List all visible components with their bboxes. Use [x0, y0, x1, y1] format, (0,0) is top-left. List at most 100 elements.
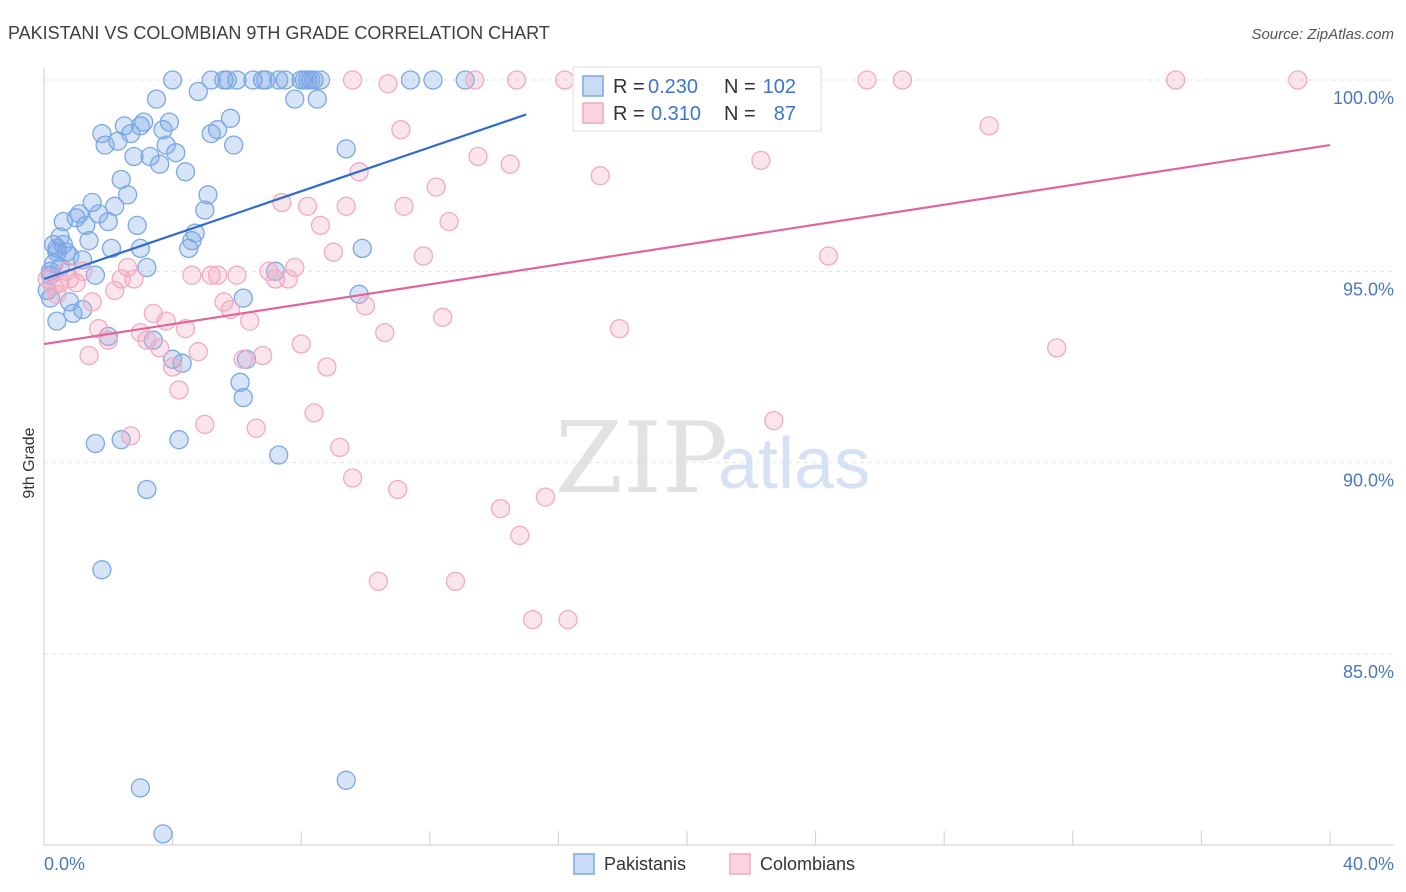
point-colombians-11 [105, 280, 125, 301]
point-pakistanis-100 [98, 211, 118, 232]
point-colombians-60 [468, 146, 488, 167]
point-pakistanis-56 [220, 108, 241, 128]
stats-box: R = 0.230 N = 102 R = 0.310 N = 87 [572, 66, 822, 132]
point-pakistanis-35 [137, 257, 157, 278]
point-colombians-77 [1166, 70, 1186, 90]
point-pakistanis-81 [336, 139, 356, 159]
stats-r-label-colombians: R = [613, 103, 645, 125]
point-colombians-57 [433, 307, 453, 327]
point-pakistanis-93 [227, 70, 247, 90]
point-colombians-39 [285, 257, 305, 278]
watermark-zip: ZIP [555, 402, 728, 516]
watermark: ZIP atlas [555, 402, 870, 516]
point-pakistanis-70 [307, 89, 327, 109]
point-colombians-71 [764, 410, 784, 431]
point-colombians-35 [259, 261, 279, 281]
point-pakistanis-88 [47, 242, 67, 262]
legend: Pakistanis Colombians [573, 853, 855, 875]
point-colombians-66 [558, 609, 578, 630]
point-colombians-28 [214, 292, 234, 312]
point-colombians-81 [465, 70, 485, 90]
point-colombians-25 [195, 414, 215, 435]
point-colombians-44 [317, 357, 337, 377]
point-colombians-63 [510, 525, 530, 546]
legend-item-colombians[interactable]: Colombians [729, 853, 855, 875]
point-colombians-20 [162, 357, 183, 377]
point-colombians-58 [439, 211, 459, 232]
point-pakistanis-40 [153, 120, 173, 140]
watermark-atlas: atlas [718, 424, 870, 504]
point-pakistanis-12 [63, 303, 83, 324]
point-colombians-53 [388, 479, 408, 500]
point-colombians-72 [818, 246, 839, 266]
point-pakistanis-71 [85, 433, 106, 454]
point-colombians-52 [375, 322, 395, 343]
point-pakistanis-54 [207, 120, 228, 140]
point-pakistanis-64 [275, 70, 295, 90]
point-pakistanis-44 [166, 143, 186, 163]
point-colombians-19 [156, 311, 176, 331]
trend-line-colombians [43, 143, 1331, 346]
point-colombians-70 [751, 150, 771, 171]
x-tick-label-left: 0.0% [44, 854, 85, 874]
point-pakistanis-30 [121, 123, 141, 144]
point-colombians-45 [323, 242, 344, 262]
point-pakistanis-75 [269, 445, 289, 465]
point-pakistanis-29 [117, 185, 138, 205]
point-pakistanis-74 [169, 430, 189, 450]
legend-swatch-pakistanis [573, 853, 595, 875]
point-colombians-64 [523, 609, 543, 630]
point-colombians-54 [394, 196, 414, 216]
y-tick-labels: 85.0% 90.0% 95.0% 100.0% [1333, 88, 1394, 682]
point-pakistanis-84 [400, 70, 421, 90]
legend-label-pakistanis: Pakistanis [604, 854, 686, 874]
point-pakistanis-39 [150, 154, 170, 174]
point-pakistanis-19 [85, 265, 106, 285]
point-colombians-23 [182, 265, 202, 285]
stats-swatch-colombians [582, 102, 604, 124]
point-pakistanis-42 [159, 112, 180, 132]
point-pakistanis-22 [95, 135, 115, 155]
point-colombians-78 [1288, 70, 1308, 90]
stats-n-value-colombians: 87 [774, 103, 796, 125]
point-pakistanis-80 [153, 824, 173, 844]
point-colombians-59 [445, 571, 466, 591]
point-colombians-27 [207, 265, 228, 285]
point-pakistanis-17 [79, 231, 99, 251]
chart-title: PAKISTANI VS COLOMBIAN 9TH GRADE CORRELA… [8, 23, 550, 43]
point-pakistanis-97 [310, 70, 331, 90]
trend-line-pakistanis [43, 113, 527, 281]
stats-r-value-colombians: 0.310 [651, 103, 701, 125]
point-pakistanis-18 [82, 192, 102, 213]
legend-label-colombians: Colombians [760, 854, 855, 874]
point-pakistanis-65 [285, 89, 305, 109]
point-colombians-74 [892, 70, 913, 90]
point-pakistanis-36 [140, 146, 160, 167]
point-colombians-43 [310, 215, 331, 236]
point-pakistanis-96 [301, 70, 321, 90]
legend-item-pakistanis[interactable]: Pakistanis [573, 853, 686, 875]
point-colombians-55 [413, 246, 434, 266]
point-colombians-50 [355, 296, 376, 316]
point-pakistanis-21 [92, 123, 112, 144]
point-colombians-48 [342, 468, 363, 488]
point-pakistanis-89 [72, 299, 93, 320]
point-colombians-65 [535, 487, 556, 507]
point-colombians-75 [979, 116, 999, 136]
point-colombians-46 [330, 437, 350, 458]
point-pakistanis-95 [269, 70, 289, 90]
stats-swatch-pakistanis [582, 75, 604, 97]
point-pakistanis-52 [198, 185, 218, 205]
stats-box-frame [572, 66, 822, 132]
point-colombians-67 [590, 166, 610, 186]
point-pakistanis-38 [146, 89, 167, 109]
point-pakistanis-16 [76, 215, 96, 236]
point-pakistanis-31 [124, 146, 144, 167]
point-pakistanis-43 [162, 349, 183, 369]
point-pakistanis-24 [101, 238, 122, 259]
point-colombians-18 [150, 338, 170, 358]
point-pakistanis-59 [233, 288, 253, 308]
point-colombians-79 [378, 74, 398, 94]
point-pakistanis-78 [130, 778, 151, 798]
point-colombians-61 [490, 498, 511, 519]
